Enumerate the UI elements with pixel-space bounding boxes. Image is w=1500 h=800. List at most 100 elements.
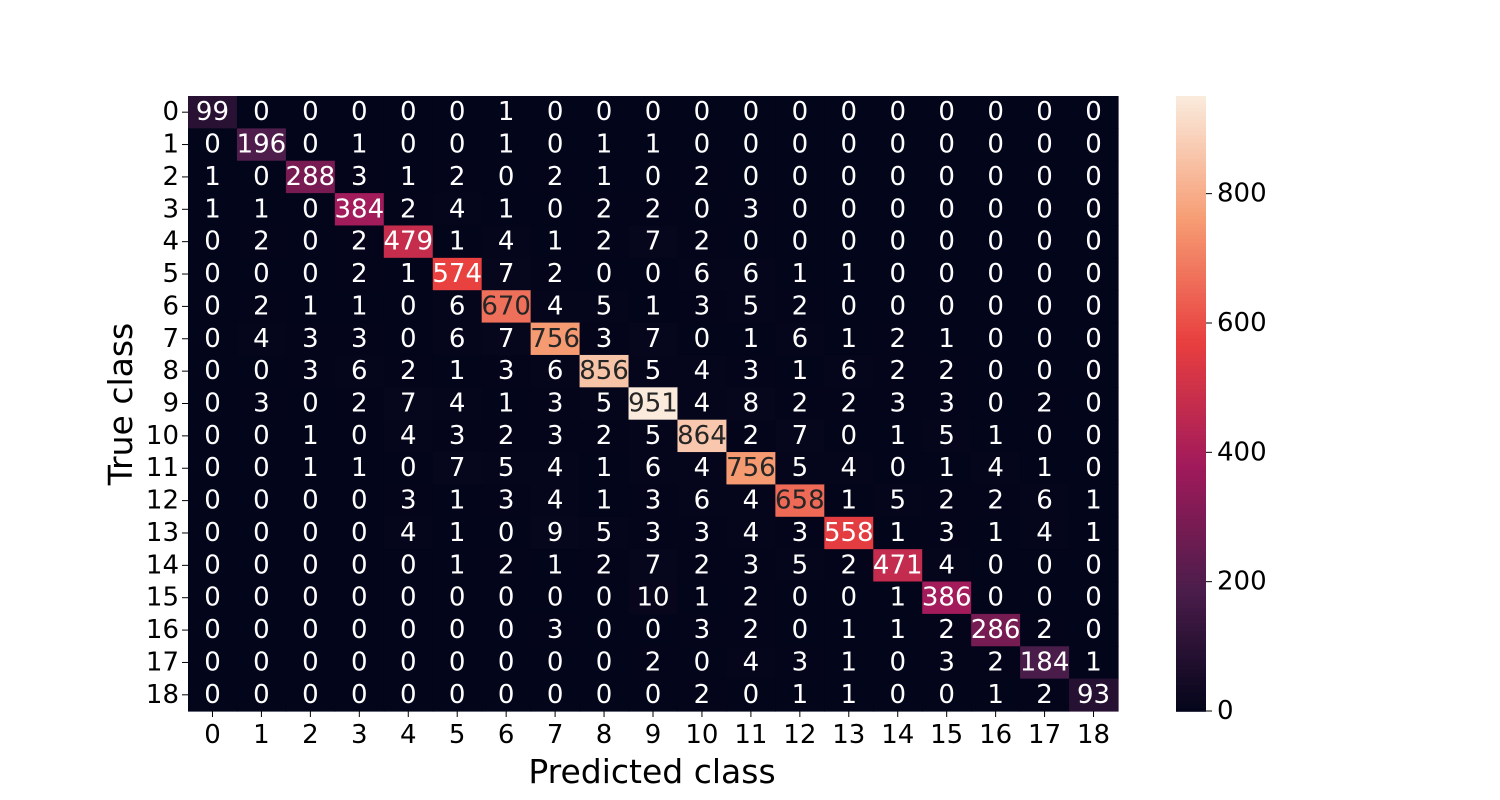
heatmap-cell [481,613,532,647]
cell-value-label: 2 [743,583,760,613]
colorbar-segment [1176,326,1206,332]
cell-value-label: 4 [449,389,466,419]
heatmap-cell [188,678,238,712]
colorbar-segment [1176,541,1206,547]
colorbar-segment [1176,245,1206,251]
colorbar-segment [1176,126,1206,132]
y-tick-label: 7 [162,324,179,354]
colorbar-segment [1176,480,1206,486]
colorbar-segment [1176,488,1206,493]
heatmap-cell [334,549,385,583]
cell-value-label: 0 [841,194,858,224]
cell-value-label: 0 [253,550,270,580]
cell-value-label: 0 [938,130,955,160]
cell-value-label: 0 [204,130,221,160]
heatmap-cell [530,322,581,356]
cell-value-label: 1 [596,453,613,483]
cell-value-label: 0 [400,291,417,321]
heatmap-cell [530,549,581,583]
cell-value-label: 4 [498,227,515,257]
heatmap-cell [1069,452,1119,486]
cell-value-label: 1 [498,194,515,224]
heatmap-cell [628,452,679,486]
cell-value-label: 0 [1036,291,1053,321]
heatmap-cell [628,128,679,162]
cell-value-label: 4 [253,324,270,354]
cell-value-label: 0 [302,647,319,677]
heatmap-cell [922,322,972,356]
cell-value-label: 0 [204,356,221,386]
x-tick-label: 1 [253,720,270,750]
colorbar-segment [1176,603,1206,609]
cell-value-label: 1 [351,453,368,483]
cell-value-label: 2 [841,389,858,419]
colorbar-segment [1176,376,1206,382]
heatmap-cell [530,354,581,388]
cell-value-label: 1 [253,194,270,224]
y-tick-label: 5 [162,259,179,289]
heatmap-cell [285,516,336,550]
colorbar-segment [1176,222,1206,228]
cell-value-label: 2 [1036,615,1053,645]
x-tick-label: 18 [1077,720,1110,750]
heatmap-cell [579,225,630,259]
y-tick-label: 2 [162,162,179,192]
heatmap-cell [1020,257,1070,291]
colorbar-segment [1176,630,1206,635]
cell-value-label: 0 [547,194,564,224]
colorbar-segment [1176,564,1206,570]
heatmap-cell [188,516,238,550]
heatmap-cell [1069,96,1119,129]
cell-value-label: 0 [596,97,613,127]
heatmap-cell [677,322,728,356]
heatmap-cell [285,613,336,647]
cell-value-label: 0 [1036,97,1053,127]
cell-value-label: 0 [400,130,417,160]
heatmap-cell [579,257,630,291]
cell-value-label: 0 [1036,356,1053,386]
cell-value-label: 1 [302,453,319,483]
heatmap-cell [383,257,434,291]
cell-value-label: 0 [645,615,662,645]
heatmap-cell [481,419,532,453]
heatmap-cell [188,96,238,129]
colorbar-segment [1176,357,1206,363]
cell-value-label: 5 [792,453,809,483]
cell-value-label: 288 [286,162,336,192]
colorbar-segment [1176,514,1206,520]
cell-value-label: 0 [400,647,417,677]
heatmap-cell [775,452,825,486]
heatmap-cell [775,678,825,712]
cell-value-label: 3 [792,518,809,548]
cell-value-label: 0 [204,680,221,710]
cell-value-label: 3 [302,356,319,386]
cell-value-label: 0 [302,97,319,127]
cell-value-label: 196 [237,130,287,160]
heatmap-cell [432,225,483,259]
heatmap-cell [1069,678,1119,712]
cell-value-label: 5 [596,291,613,321]
heatmap-cell [775,354,825,388]
heatmap-cell [775,387,825,421]
cell-value-label: 4 [841,453,858,483]
cell-value-label: 3 [498,486,515,516]
heatmap-cell [971,290,1021,324]
heatmap-cell [1069,419,1119,453]
colorbar-segment [1176,322,1206,328]
heatmap-cell [530,160,581,194]
cell-value-label: 4 [400,421,417,451]
y-tick-label: 13 [146,518,179,548]
heatmap-cell [383,613,434,647]
cell-value-label: 1 [841,647,858,677]
colorbar-segment [1176,530,1206,535]
cell-value-label: 0 [253,421,270,451]
cell-value-label: 0 [204,421,221,451]
heatmap-cell [334,193,385,227]
cell-value-label: 6 [351,356,368,386]
heatmap-cell [1069,128,1119,162]
heatmap-cell [1069,257,1119,291]
heatmap-cell [432,452,483,486]
cell-value-label: 0 [1036,162,1053,192]
cell-value-label: 558 [824,518,874,548]
colorbar-segment [1176,176,1206,182]
